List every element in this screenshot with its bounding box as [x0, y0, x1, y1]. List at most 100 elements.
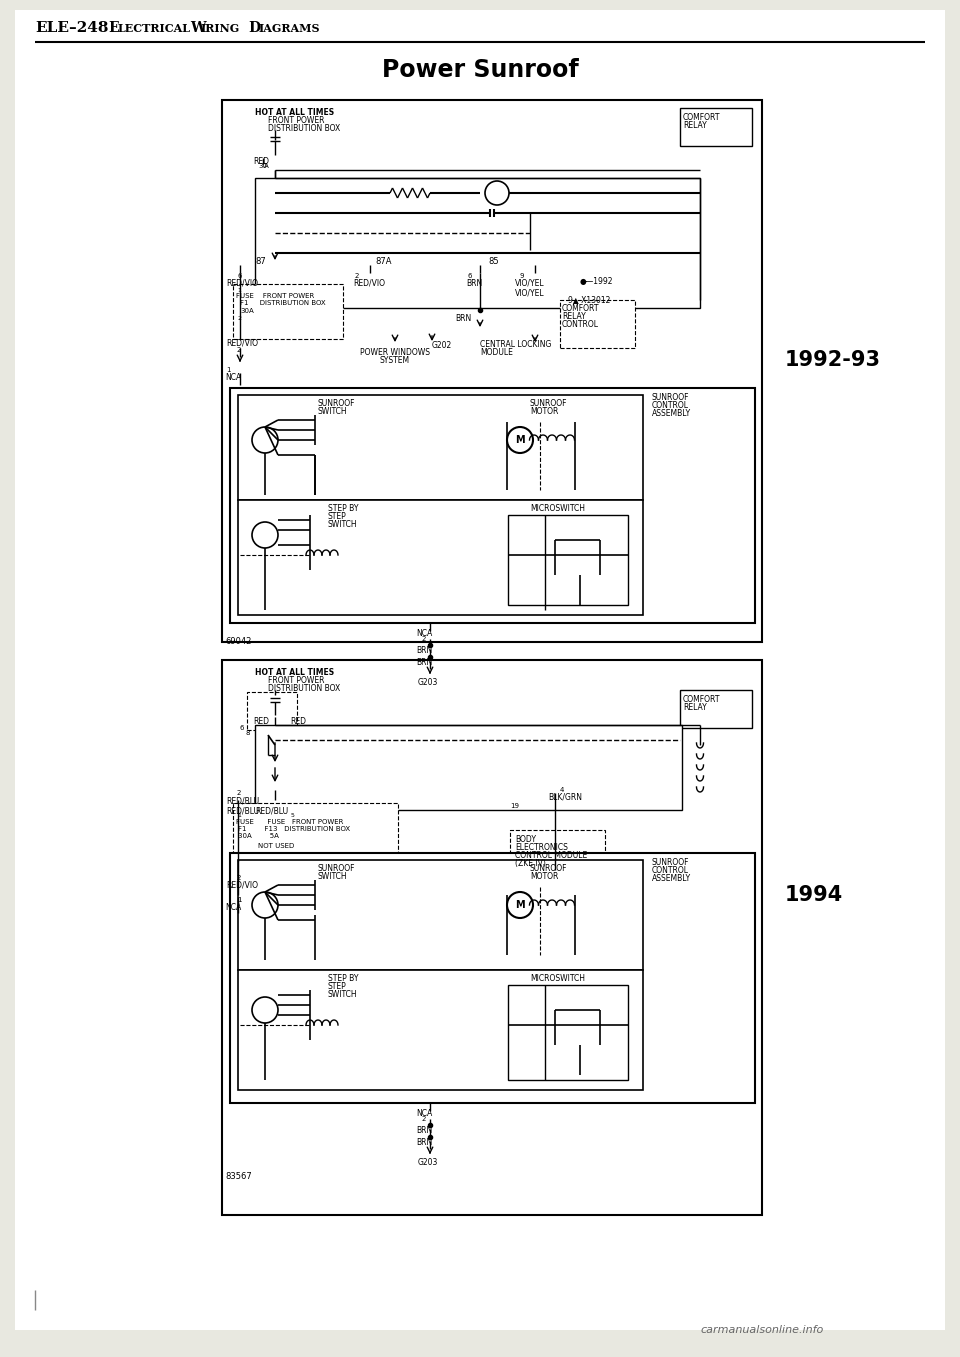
Text: FUSE    FRONT POWER: FUSE FRONT POWER — [236, 293, 314, 299]
Text: Power Sunroof: Power Sunroof — [382, 58, 578, 81]
Text: 2: 2 — [422, 1115, 426, 1122]
Bar — [255, 725, 682, 810]
Text: G203: G203 — [418, 1158, 439, 1167]
Bar — [238, 860, 643, 970]
Text: MOTOR: MOTOR — [530, 407, 559, 417]
Text: 6: 6 — [237, 273, 242, 280]
Text: NCA: NCA — [416, 1109, 432, 1118]
Bar — [230, 388, 755, 623]
Bar — [233, 284, 343, 339]
Text: VIO/YEL: VIO/YEL — [515, 288, 544, 297]
Bar — [680, 109, 752, 147]
Text: 1: 1 — [237, 897, 242, 902]
Text: 8: 8 — [246, 730, 250, 735]
Bar — [222, 660, 762, 1215]
Text: (ZKE IV): (ZKE IV) — [515, 859, 546, 868]
Text: BRN: BRN — [416, 1126, 432, 1134]
Text: COMFORT: COMFORT — [683, 113, 721, 122]
Text: RED/VIO: RED/VIO — [226, 339, 258, 347]
Text: 1: 1 — [237, 288, 241, 293]
Text: SUNROOF: SUNROOF — [318, 864, 355, 873]
Text: SWITCH: SWITCH — [318, 407, 348, 417]
Text: FUSE      FUSE   FRONT POWER: FUSE FUSE FRONT POWER — [236, 820, 344, 825]
Text: NCA: NCA — [225, 373, 241, 383]
Text: LECTRICAL: LECTRICAL — [118, 23, 191, 34]
Text: ASSEMBLY: ASSEMBLY — [652, 408, 691, 418]
Text: 30A        5A: 30A 5A — [238, 833, 278, 839]
Text: 30: 30 — [258, 163, 267, 170]
Text: 1992-93: 1992-93 — [785, 350, 881, 370]
Text: G202: G202 — [432, 341, 452, 350]
Text: SUNROOF: SUNROOF — [652, 394, 689, 402]
Text: FRONT POWER: FRONT POWER — [268, 115, 324, 125]
Text: 6: 6 — [468, 273, 472, 280]
Text: BODY: BODY — [515, 835, 536, 844]
Text: VIO/YEL: VIO/YEL — [515, 280, 544, 288]
Text: CONTROL: CONTROL — [652, 402, 689, 410]
Text: BRN: BRN — [416, 646, 432, 655]
Text: 1: 1 — [237, 813, 241, 818]
Text: ●—1992: ●—1992 — [580, 277, 613, 286]
Text: STEP BY: STEP BY — [328, 503, 358, 513]
Text: MODULE: MODULE — [480, 347, 513, 357]
Text: COMFORT: COMFORT — [683, 695, 721, 704]
Text: STEP: STEP — [328, 982, 347, 991]
Text: 30A: 30A — [240, 308, 253, 313]
Text: RED/BLU: RED/BLU — [226, 797, 259, 805]
Text: carmanualsonline.info: carmanualsonline.info — [700, 1324, 824, 1335]
Bar — [238, 499, 643, 615]
Text: RELAY: RELAY — [683, 121, 707, 130]
Text: SYSTEM: SYSTEM — [380, 356, 410, 365]
Text: BLK/GRN: BLK/GRN — [548, 792, 582, 802]
Text: MICROSWITCH: MICROSWITCH — [530, 974, 585, 982]
Text: RED: RED — [290, 716, 306, 726]
Text: FRONT POWER: FRONT POWER — [268, 676, 324, 685]
Text: 1994: 1994 — [785, 885, 843, 905]
Text: W: W — [190, 20, 205, 35]
Text: SUNROOF: SUNROOF — [318, 399, 355, 408]
Text: A: A — [264, 163, 269, 170]
Text: STEP: STEP — [328, 512, 347, 521]
Text: 1: 1 — [226, 366, 230, 373]
Bar — [238, 395, 643, 499]
Text: CONTROL MODULE: CONTROL MODULE — [515, 851, 588, 860]
Bar — [508, 516, 628, 605]
Text: M: M — [516, 900, 525, 911]
Text: MOTOR: MOTOR — [530, 873, 559, 881]
Text: HOT AT ALL TIMES: HOT AT ALL TIMES — [255, 668, 334, 677]
Bar — [560, 300, 635, 347]
Text: 9▲ X13012: 9▲ X13012 — [568, 294, 611, 304]
Text: 85: 85 — [488, 256, 498, 266]
Text: 87: 87 — [255, 256, 266, 266]
Bar — [238, 970, 643, 1090]
Bar — [508, 985, 628, 1080]
Text: 6: 6 — [240, 725, 245, 731]
Text: HOT AT ALL TIMES: HOT AT ALL TIMES — [255, 109, 334, 117]
Text: CONTROL: CONTROL — [562, 320, 599, 328]
Text: BRN: BRN — [416, 658, 432, 668]
Text: 9: 9 — [520, 273, 524, 280]
Text: COMFORT: COMFORT — [562, 304, 599, 313]
Text: RED: RED — [253, 716, 269, 726]
Text: 83567: 83567 — [225, 1172, 252, 1181]
Text: NCA: NCA — [225, 902, 241, 912]
Bar — [233, 803, 398, 860]
Text: RED/VIO: RED/VIO — [226, 881, 258, 890]
Text: POWER WINDOWS: POWER WINDOWS — [360, 347, 430, 357]
Bar — [255, 178, 700, 308]
Text: SUNROOF: SUNROOF — [530, 864, 567, 873]
Text: DISTRIBUTION BOX: DISTRIBUTION BOX — [268, 123, 340, 133]
Text: ELECTRONICS: ELECTRONICS — [515, 843, 568, 852]
Text: SWITCH: SWITCH — [318, 873, 348, 881]
Text: SUNROOF: SUNROOF — [652, 858, 689, 867]
Text: 5: 5 — [291, 813, 295, 818]
Text: 2: 2 — [237, 316, 241, 322]
Text: 2: 2 — [422, 636, 426, 642]
Text: SWITCH: SWITCH — [328, 520, 358, 529]
Text: CENTRAL LOCKING: CENTRAL LOCKING — [480, 341, 551, 349]
Text: ELE–248: ELE–248 — [35, 20, 108, 35]
Text: RED/VIO: RED/VIO — [353, 280, 385, 288]
Text: BRN: BRN — [466, 280, 482, 288]
Text: 2: 2 — [237, 875, 241, 881]
Text: 4: 4 — [560, 787, 564, 792]
